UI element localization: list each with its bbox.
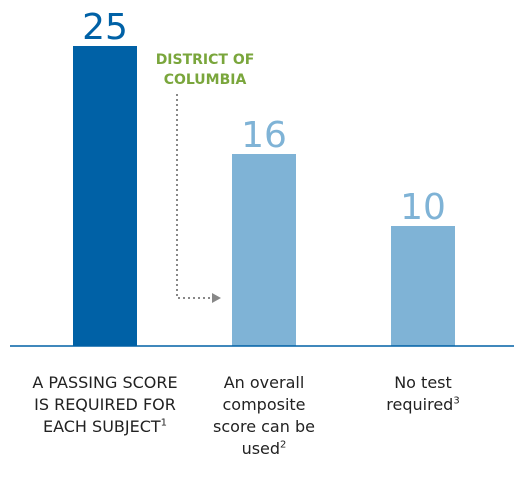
bar: [73, 46, 137, 346]
arrow-head: [212, 293, 221, 303]
bar: [391, 226, 455, 346]
x-tick-label: No test required3: [378, 372, 468, 416]
footnote-mark: 2: [280, 439, 287, 451]
annotation: DISTRICT OF COLUMBIA: [155, 52, 255, 88]
x-tick-label: An overall composite score can be used2: [199, 372, 329, 460]
value-label: 10: [400, 187, 446, 228]
value-label: 25: [82, 7, 128, 48]
bar: [232, 154, 296, 346]
x-tick-label: A PASSING SCORE IS REQUIRED FOR EACH SUB…: [30, 372, 180, 438]
category-text: An overall composite score can be used: [213, 373, 315, 458]
category-text: A PASSING SCORE IS REQUIRED FOR EACH SUB…: [32, 373, 178, 436]
category-text: No test required: [386, 373, 454, 414]
footnote-mark: 3: [453, 395, 460, 407]
value-label: 16: [241, 115, 287, 156]
footnote-mark: 1: [160, 417, 168, 429]
annotation-arrow: [176, 94, 212, 299]
